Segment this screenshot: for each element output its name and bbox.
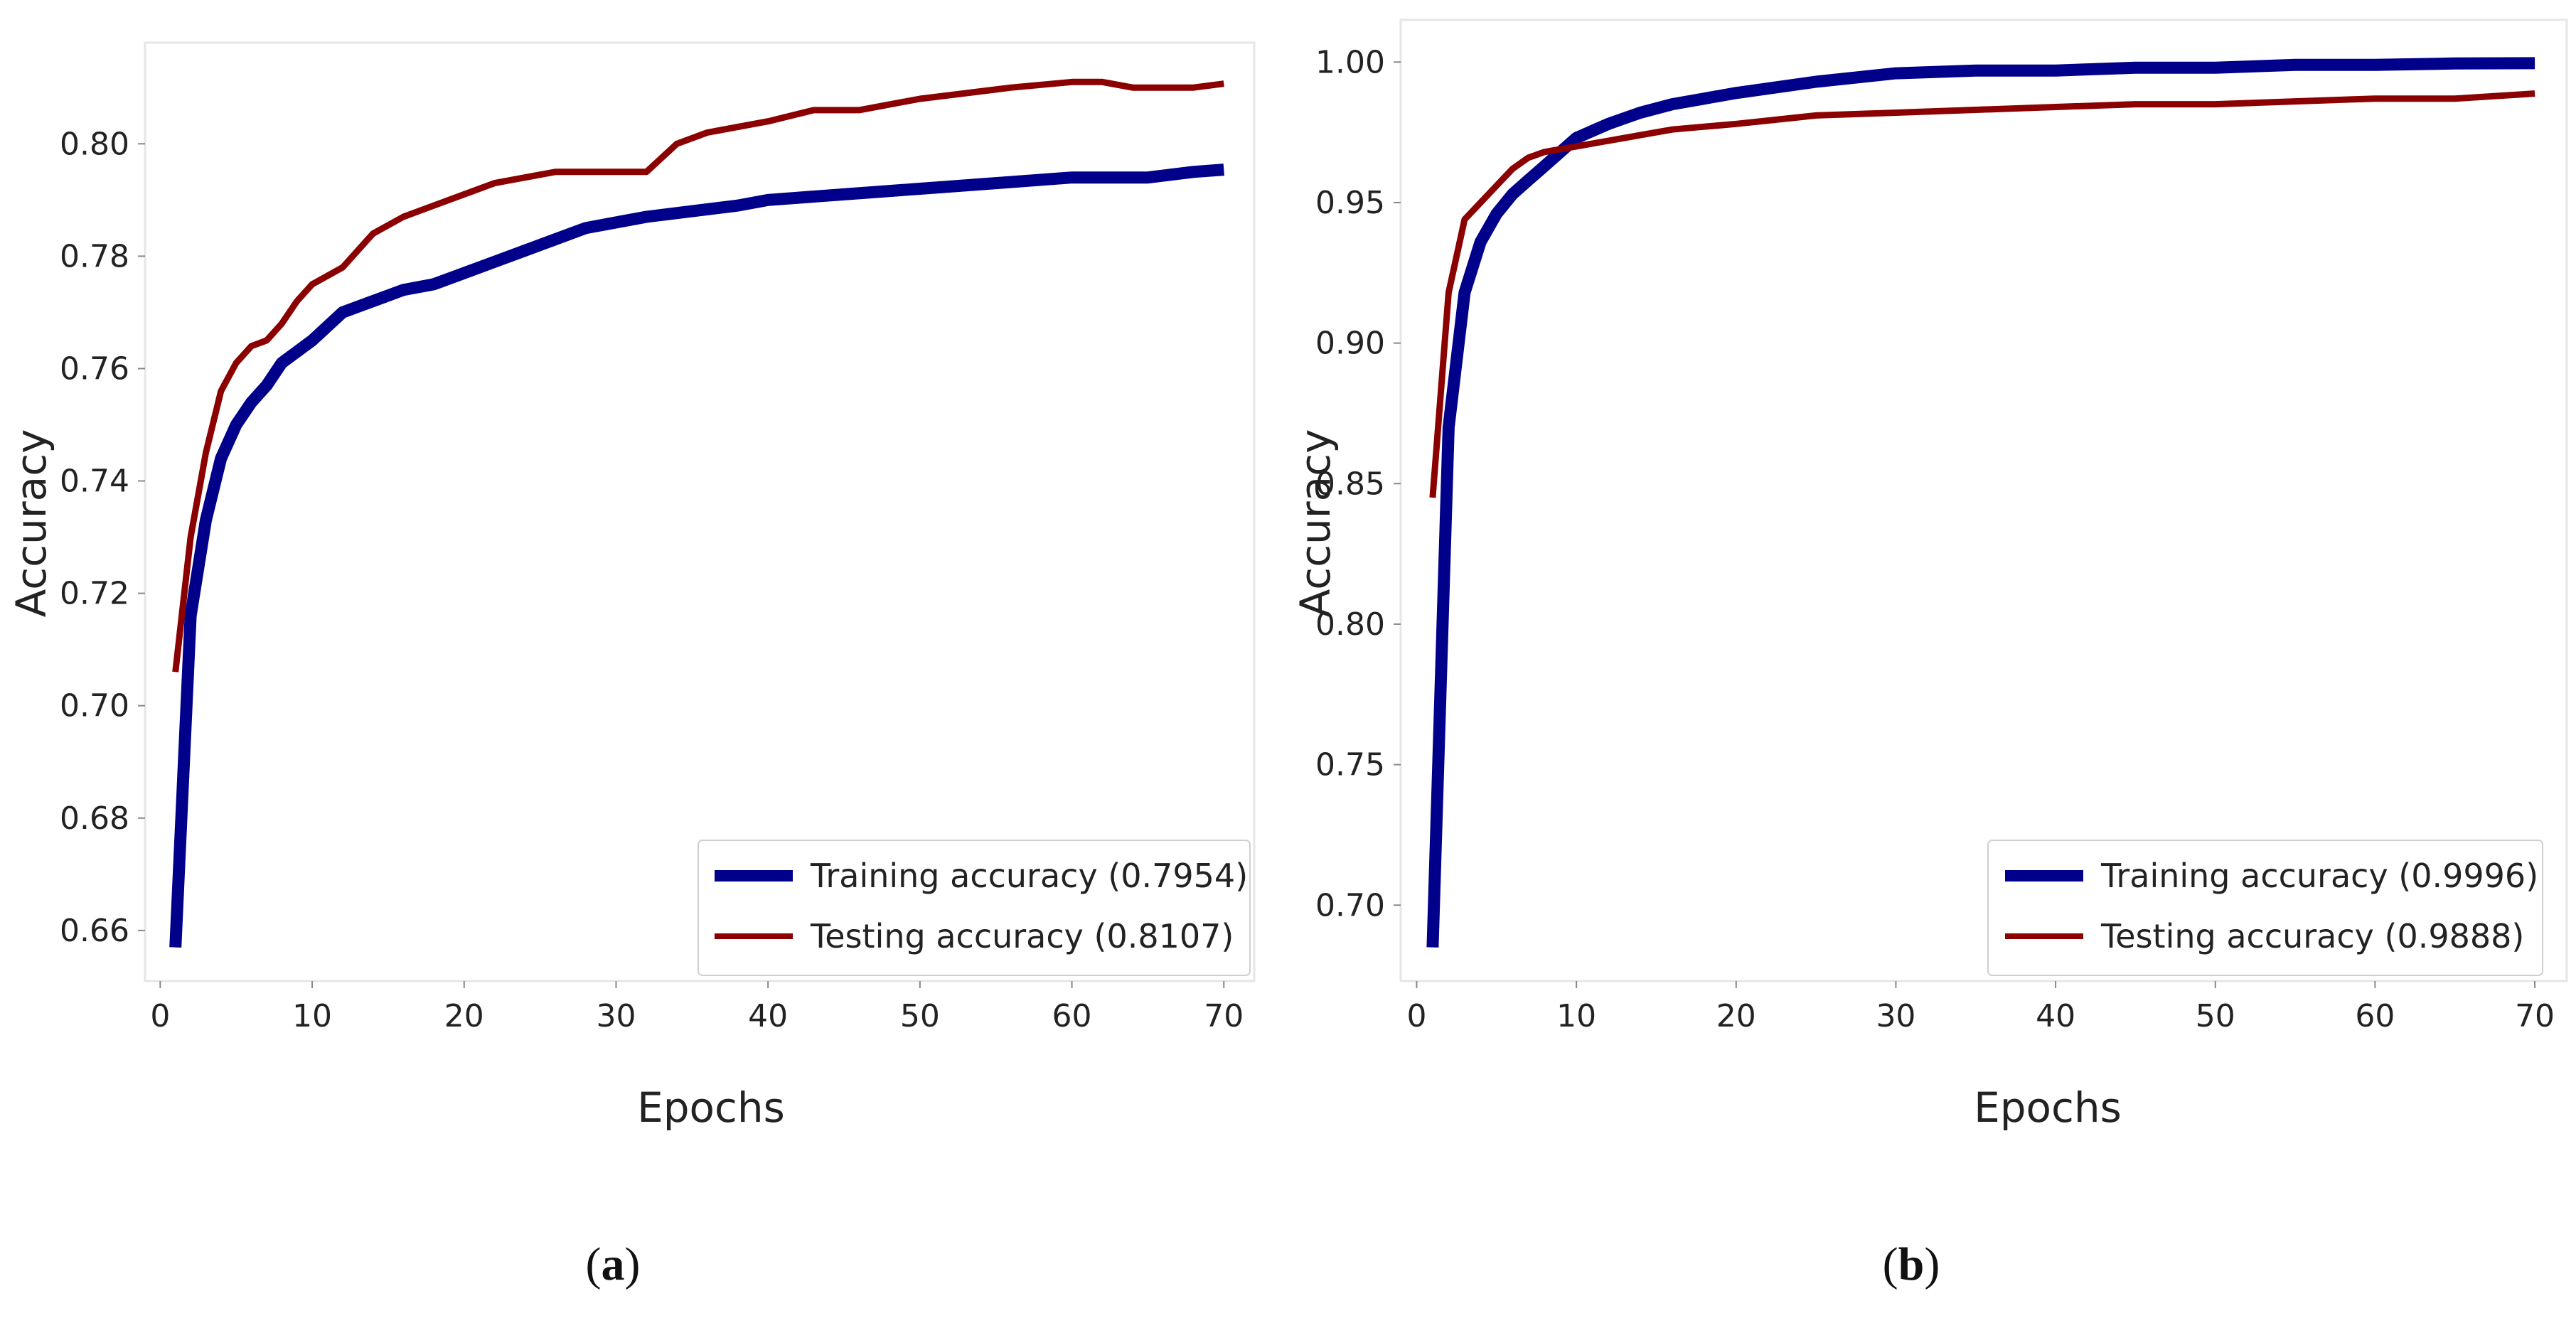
legend-label-testing: Testing accuracy (0.9888) (2100, 917, 2524, 955)
legend-label-testing: Testing accuracy (0.8107) (810, 917, 1234, 955)
x-axis-title: Epochs (1974, 1083, 2122, 1132)
x-tick-label: 10 (1556, 998, 1596, 1034)
plot-frame (144, 41, 1256, 982)
y-tick-label: 0.70 (60, 688, 129, 724)
legend-label-training: Training accuracy (0.9996) (2100, 857, 2538, 895)
x-tick-label: 50 (900, 998, 940, 1034)
x-tick-label: 0 (150, 998, 170, 1034)
training-accuracy-line (1426, 57, 2535, 948)
axis-ticks: 0 10 20 30 40 50 60 70 0.70 0.75 0.80 0.85 0.90 0.95 1… (1315, 44, 2555, 1034)
y-tick-label: 0.68 (60, 800, 129, 837)
y-tick-label: 1.00 (1315, 44, 1385, 80)
testing-accuracy-line (1429, 90, 2535, 498)
y-tick-label: 0.75 (1315, 747, 1385, 783)
axis-ticks: 0 10 20 30 40 50 60 70 0.66 0.68 0.70 0.72 0.74 0.76 0… (60, 126, 1244, 1034)
panel-label-a: (a) (586, 1238, 641, 1290)
y-tick-label: 0.66 (60, 913, 129, 949)
x-tick-label: 0 (1406, 998, 1426, 1034)
x-tick-label: 40 (748, 998, 788, 1034)
legend: Training accuracy (0.7954) Testing accur… (698, 840, 1251, 976)
plot-frame (1399, 18, 2568, 982)
x-tick-label: 70 (2515, 998, 2555, 1034)
x-tick-label: 20 (444, 998, 484, 1034)
y-tick-label: 0.70 (1315, 887, 1385, 923)
legend-box (1987, 840, 2543, 976)
x-tick-label: 10 (292, 998, 332, 1034)
x-tick-label: 60 (2355, 998, 2395, 1034)
x-tick-label: 40 (2036, 998, 2075, 1034)
y-tick-label: 0.74 (60, 464, 129, 500)
x-tick-label: 70 (1204, 998, 1244, 1034)
legend-label-training: Training accuracy (0.7954) (810, 857, 1248, 895)
series-lines (169, 78, 1224, 948)
legend-box (698, 840, 1251, 976)
panel-label-b: (b) (1883, 1238, 1940, 1290)
chart-panel-b: Accuracy Epochs 0 10 20 30 40 50 60 700.700.750… (1291, 18, 2568, 1290)
panel-letter: b (1898, 1238, 1925, 1290)
panel-letter: a (602, 1238, 625, 1290)
y-tick-label: 0.95 (1315, 185, 1385, 221)
y-tick-label: 0.72 (60, 576, 129, 612)
chart-panel-a: Accuracy Epochs 0 10 20 30 40 50 60 700.660.680… (7, 41, 1256, 1290)
y-tick-label: 0.76 (60, 350, 129, 387)
training-accuracy-line (169, 164, 1224, 948)
y-tick-label: 0.90 (1315, 326, 1385, 362)
x-tick-label: 50 (2196, 998, 2235, 1034)
y-tick-label: 0.80 (1315, 606, 1385, 643)
y-tick-label: 0.85 (1315, 466, 1385, 502)
y-tick-label: 0.80 (60, 126, 129, 162)
y-axis-title: Accuracy (1291, 429, 1340, 618)
testing-accuracy-line (172, 78, 1224, 673)
x-axis-title: Epochs (637, 1083, 785, 1132)
y-tick-label: 0.78 (60, 238, 129, 274)
x-tick-label: 30 (1876, 998, 1915, 1034)
x-tick-label: 20 (1716, 998, 1756, 1034)
x-tick-label: 60 (1052, 998, 1092, 1034)
legend: Training accuracy (0.9996) Testing accur… (1987, 840, 2543, 976)
x-tick-label: 30 (596, 998, 636, 1034)
series-lines (1426, 57, 2535, 948)
y-axis-title: Accuracy (7, 429, 55, 618)
